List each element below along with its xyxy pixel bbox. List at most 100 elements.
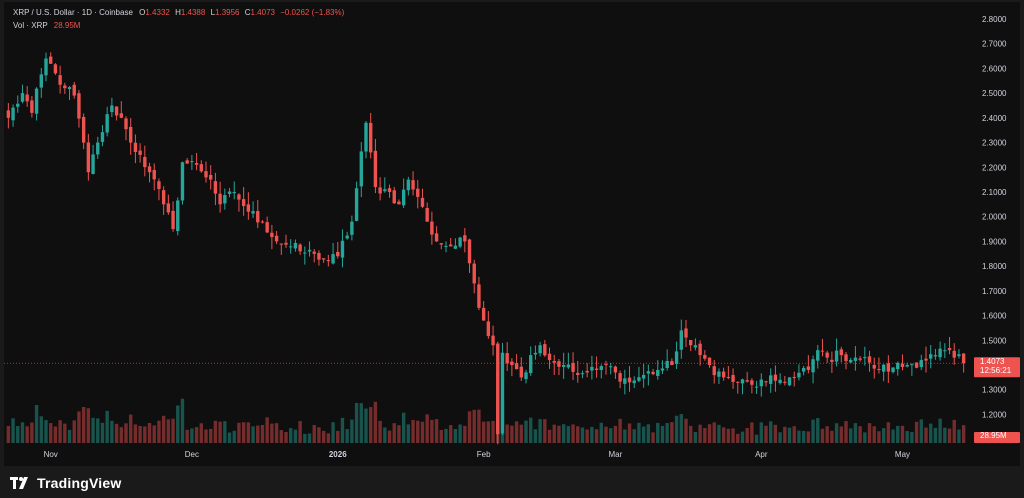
candle <box>199 160 203 173</box>
volume-bar <box>420 421 425 443</box>
volume-bar <box>684 418 688 443</box>
candle <box>251 201 255 218</box>
candle-body <box>538 345 542 354</box>
volume-bar <box>453 428 458 443</box>
candles <box>6 52 966 445</box>
candle <box>270 224 274 250</box>
candle <box>769 368 773 393</box>
candle <box>303 246 307 265</box>
candle <box>119 101 123 119</box>
candle-body <box>787 377 792 386</box>
candle-body <box>703 354 707 359</box>
candle-body <box>185 160 189 164</box>
time-axis-label: Apr <box>755 450 768 459</box>
candle <box>783 375 787 386</box>
candle-body <box>326 260 331 262</box>
candle <box>806 355 811 374</box>
candle-body <box>44 58 48 76</box>
candle <box>176 197 180 236</box>
volume-bar <box>867 423 872 443</box>
candle-body <box>321 258 326 260</box>
ohlc-low-label: L <box>210 8 216 17</box>
tradingview-logo-icon <box>10 477 28 489</box>
volume-bar <box>180 398 185 443</box>
volume-bar <box>947 428 952 443</box>
candle-body <box>39 74 43 88</box>
candle <box>849 357 853 364</box>
candle <box>129 118 133 155</box>
volume-bar <box>929 423 933 443</box>
candle <box>284 234 288 248</box>
candle-body <box>411 180 415 190</box>
candle-body <box>754 386 759 388</box>
candle-body <box>336 251 340 257</box>
time-axis[interactable]: Nov Dec 2026 Feb Mar Apr May <box>44 450 910 459</box>
candle-body <box>717 371 721 377</box>
candle <box>218 181 222 213</box>
volume-bar <box>458 424 462 443</box>
candle <box>910 363 914 376</box>
volume-bar <box>326 433 331 443</box>
chart-pane[interactable]: 2.8000 2.7000 2.6000 2.5000 2.4000 2.3000 2.20… <box>4 2 1020 466</box>
volume-bar <box>679 414 683 443</box>
candle <box>524 369 528 384</box>
candlestick-chart[interactable]: 2.8000 2.7000 2.6000 2.5000 2.4000 2.3000 2.20… <box>4 2 1020 466</box>
candle <box>467 238 472 273</box>
candle-body <box>679 330 683 350</box>
volume-bar <box>53 426 58 443</box>
candle <box>449 237 453 247</box>
ohlc-low-value: 1.3956 <box>215 8 240 17</box>
candle-body <box>138 150 142 155</box>
candle-body <box>289 246 293 248</box>
candle <box>957 349 961 359</box>
volume-bar <box>816 418 820 443</box>
candle <box>138 143 142 163</box>
candle <box>750 378 754 394</box>
candle-body <box>825 352 829 358</box>
candle <box>124 116 128 141</box>
candle-body <box>580 373 585 375</box>
volume-bar <box>11 418 15 443</box>
candle-body <box>77 93 81 119</box>
price-axis-tick: 2.8000 <box>982 15 1007 24</box>
candle <box>350 215 354 241</box>
candle-body <box>491 335 495 346</box>
volume-bar <box>557 425 561 443</box>
volume-bar <box>72 420 76 443</box>
tradingview-brand[interactable]: TradingView <box>10 474 121 492</box>
candle-body <box>317 253 321 260</box>
candle <box>529 346 533 376</box>
candle-body <box>359 151 363 187</box>
candle <box>933 348 938 360</box>
price-axis-tick: 2.3000 <box>982 139 1007 148</box>
time-axis-label: Mar <box>609 450 623 459</box>
candle-body <box>369 122 373 153</box>
volume-bar <box>359 403 363 443</box>
candle-body <box>910 364 914 366</box>
volume-bar <box>279 430 283 443</box>
candle-body <box>449 244 453 247</box>
candle-body <box>613 366 618 373</box>
candle <box>237 193 241 212</box>
candle <box>133 134 138 164</box>
volume-bar <box>914 421 919 443</box>
candle-body <box>458 237 462 247</box>
volume-bar <box>416 420 420 443</box>
candle-body <box>618 373 622 382</box>
volume-bar <box>797 430 801 443</box>
candle-body <box>783 381 787 383</box>
volume-bar <box>331 422 335 443</box>
volume-legend[interactable]: Vol · XRP 28.95M <box>13 21 80 30</box>
volume-bar <box>656 422 660 443</box>
price-axis-tick: 1.7000 <box>982 287 1007 296</box>
volume-bar <box>350 419 354 443</box>
symbol-legend[interactable]: XRP / U.S. Dollar · 1D · Coinbase O1.433… <box>13 8 344 17</box>
candle <box>900 354 905 371</box>
candle-body <box>778 379 782 384</box>
volume-bar <box>63 423 67 443</box>
price-axis[interactable]: 2.8000 2.7000 2.6000 2.5000 2.4000 2.3000 2.20… <box>982 15 1007 444</box>
candle <box>100 125 105 147</box>
volume-bar <box>505 424 509 443</box>
candle <box>721 367 726 381</box>
candle <box>416 180 420 209</box>
